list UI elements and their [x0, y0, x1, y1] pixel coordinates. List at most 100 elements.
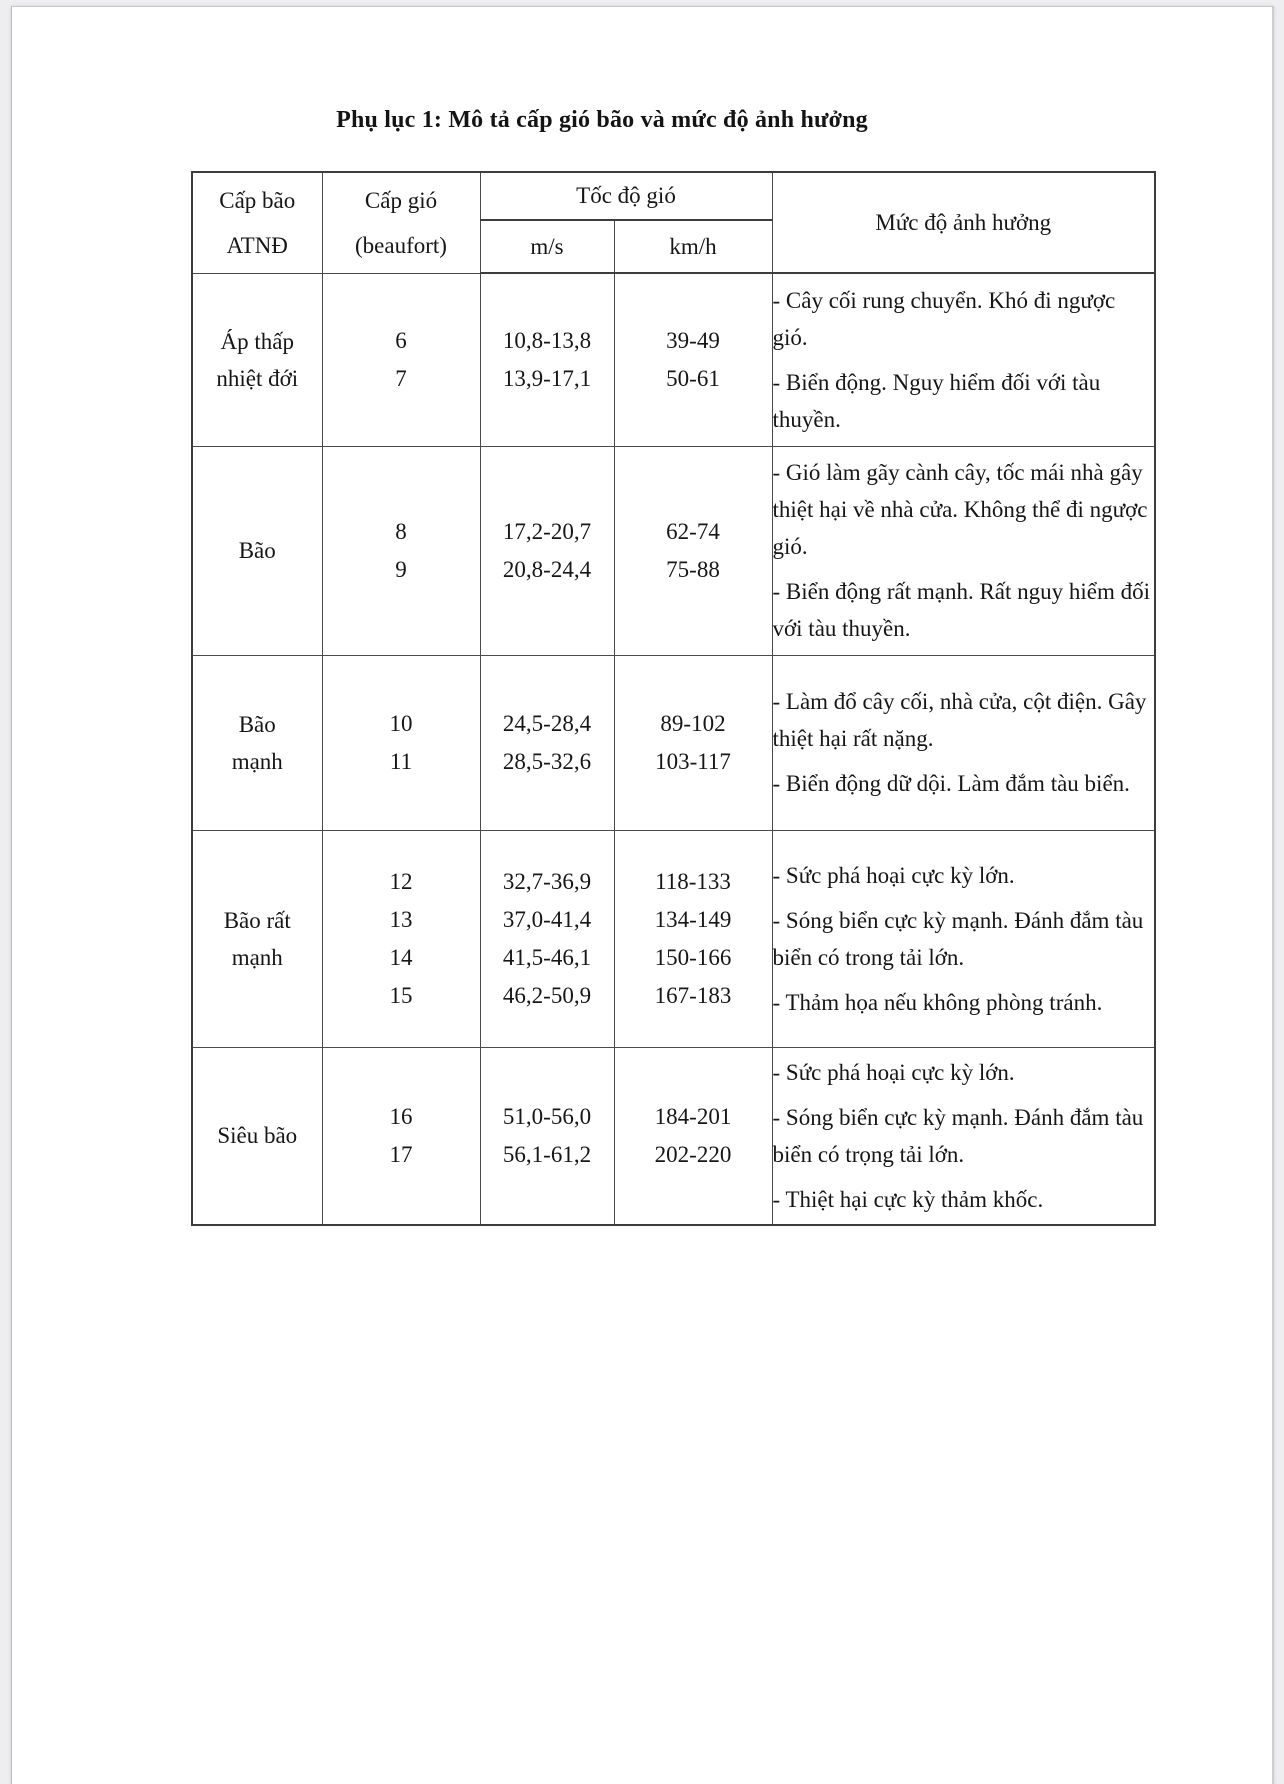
speed-kmh-cell: 39-49 50-61 — [613, 272, 773, 447]
speed-kmh-value: 202-220 — [654, 1141, 732, 1167]
speed-kmh-value: 50-61 — [666, 365, 720, 391]
impact-cell: - Gió làm gãy cành cây, tốc mái nhà gây … — [771, 445, 1156, 656]
impact-bullet: - Thiệt hại cực kỳ thảm khốc. — [772, 1186, 1044, 1212]
table-row: Bão rất mạnh 12 13 14 15 32,7-36,9 37,0-41,4 4… — [191, 829, 1156, 1048]
impact-bullet: - Thảm họa nếu không phòng tránh. — [772, 989, 1103, 1015]
impact-bullet: - Biển động. Nguy hiểm đối với tàu thuyề… — [772, 369, 1101, 432]
storm-category-line: Bão — [238, 711, 276, 737]
impact-bullet: - Biển động dữ dội. Làm đắm tàu biển. — [772, 771, 1130, 796]
header-wind-speed: Tốc độ gió — [479, 171, 773, 221]
impact-bullet: - Gió làm gãy cành cây, tốc mái nhà gây … — [772, 460, 1148, 559]
speed-kmh-value: 39-49 — [666, 327, 720, 353]
speed-ms-value: 17,2-20,7 — [502, 518, 592, 544]
speed-ms-value: 32,7-36,9 — [502, 868, 592, 894]
table-row: Bão mạnh 10 11 24,5-28,4 28,5-32,6 89-102 10… — [191, 654, 1156, 831]
storm-category-line: mạnh — [231, 944, 283, 970]
storm-category-cell: Bão mạnh — [191, 654, 323, 831]
speed-kmh-cell: 118-133 134-149 150-166 167-183 — [613, 829, 773, 1048]
beaufort-level-value: 15 — [389, 982, 413, 1008]
speed-ms-value: 51,0-56,0 — [502, 1103, 592, 1129]
speed-kmh-value: 103-117 — [655, 748, 731, 774]
beaufort-level-value: 9 — [395, 556, 407, 582]
header-storm-level-line2: ATNĐ — [226, 232, 288, 258]
speed-kmh-value: 118-133 — [655, 868, 731, 894]
impact-bullet: - Làm đổ cây cối, nhà cửa, cột điện. Gây… — [772, 689, 1147, 751]
impact-cell: - Cây cối rung chuyển. Khó đi ngược gió.… — [771, 272, 1156, 447]
document-page: Phụ lục 1: Mô tả cấp gió bão và mức độ ả… — [11, 6, 1274, 1784]
speed-kmh-value: 150-166 — [654, 944, 732, 970]
speed-kmh-value: 167-183 — [654, 982, 732, 1008]
impact-cell: - Sức phá hoại cực kỳ lớn. - Sóng biển cự… — [771, 1046, 1156, 1226]
storm-category-line: Bão — [238, 538, 276, 563]
storm-scale-table: Cấp bão ATNĐ Cấp gió (beaufort) Tốc độ g… — [191, 171, 1156, 1226]
impact-bullet: - Cây cối rung chuyển. Khó đi ngược gió. — [772, 287, 1116, 350]
impact-cell: - Làm đổ cây cối, nhà cửa, cột điện. Gây… — [771, 654, 1156, 831]
speed-kmh-value: 75-88 — [666, 556, 720, 582]
header-wind-level-line1: Cấp gió — [364, 187, 438, 213]
impact-bullet: - Sóng biển cực kỳ mạnh. Đánh đắm tàu bi… — [772, 1104, 1144, 1167]
speed-ms-value: 20,8-24,4 — [502, 556, 592, 582]
impact-bullet: - Biển động rất mạnh. Rất nguy hiểm đối … — [772, 579, 1151, 641]
beaufort-level-value: 7 — [395, 365, 407, 391]
impact-bullet: - Sức phá hoại cực kỳ lớn. — [772, 1059, 1015, 1085]
speed-ms-cell: 10,8-13,8 13,9-17,1 — [479, 272, 615, 447]
speed-kmh-value: 89-102 — [660, 710, 726, 736]
speed-ms-value: 41,5-46,1 — [502, 944, 592, 970]
speed-ms-value: 13,9-17,1 — [502, 365, 592, 391]
speed-kmh-cell: 89-102 103-117 — [613, 654, 773, 831]
storm-category-cell: Áp thấp nhiệt đới — [191, 272, 323, 447]
beaufort-level-cell: 16 17 — [321, 1046, 481, 1226]
beaufort-level-cell: 10 11 — [321, 654, 481, 831]
speed-ms-value: 56,1-61,2 — [502, 1141, 592, 1167]
impact-cell: - Sức phá hoại cực kỳ lớn. - Sóng biển cự… — [771, 829, 1156, 1048]
impact-bullet: - Sóng biển cực kỳ mạnh. Đánh đắm tàu bi… — [772, 907, 1144, 970]
beaufort-level-value: 16 — [389, 1103, 413, 1129]
impact-bullet: - Sức phá hoại cực kỳ lớn. — [772, 862, 1015, 888]
speed-kmh-value: 62-74 — [666, 518, 720, 544]
storm-category-cell: Bão rất mạnh — [191, 829, 323, 1048]
beaufort-level-value: 11 — [389, 748, 413, 774]
table-row: Siêu bão 16 17 51,0-56,0 56,1-61,2 184-201… — [191, 1046, 1156, 1226]
speed-ms-value: 28,5-32,6 — [502, 748, 592, 774]
header-storm-level: Cấp bão ATNĐ — [191, 171, 323, 274]
header-unit-kmh: km/h — [613, 219, 773, 274]
storm-category-line: Bão rất — [223, 907, 291, 933]
beaufort-level-value: 14 — [389, 944, 413, 970]
speed-kmh-value: 134-149 — [654, 906, 732, 932]
speed-ms-value: 24,5-28,4 — [502, 710, 592, 736]
speed-kmh-cell: 62-74 75-88 — [613, 445, 773, 656]
speed-ms-cell: 17,2-20,7 20,8-24,4 — [479, 445, 615, 656]
speed-ms-value: 46,2-50,9 — [502, 982, 592, 1008]
speed-ms-value: 37,0-41,4 — [502, 906, 592, 932]
beaufort-level-value: 13 — [389, 906, 413, 932]
storm-category-line: mạnh — [231, 748, 283, 774]
storm-category-line: Áp thấp — [220, 328, 294, 354]
beaufort-level-value: 10 — [389, 710, 413, 736]
beaufort-level-cell: 12 13 14 15 — [321, 829, 481, 1048]
header-wind-level-line2: (beaufort) — [355, 232, 447, 258]
beaufort-level-value: 17 — [389, 1141, 413, 1167]
beaufort-level-value: 12 — [389, 868, 413, 894]
header-storm-level-line1: Cấp bão — [219, 187, 296, 213]
beaufort-level-value: 8 — [395, 518, 407, 544]
storm-category-cell: Siêu bão — [191, 1046, 323, 1226]
speed-ms-value: 10,8-13,8 — [502, 327, 592, 353]
header-wind-level: Cấp gió (beaufort) — [321, 171, 481, 274]
speed-ms-cell: 51,0-56,0 56,1-61,2 — [479, 1046, 615, 1226]
storm-category-line: nhiệt đới — [216, 365, 299, 391]
header-unit-ms: m/s — [479, 219, 615, 274]
speed-kmh-value: 184-201 — [654, 1103, 732, 1129]
storm-category-line: Siêu bão — [217, 1123, 298, 1149]
speed-ms-cell: 24,5-28,4 28,5-32,6 — [479, 654, 615, 831]
speed-ms-cell: 32,7-36,9 37,0-41,4 41,5-46,1 46,2-50,9 — [479, 829, 615, 1048]
table-header: Cấp bão ATNĐ Cấp gió (beaufort) Tốc độ g… — [191, 171, 1156, 274]
document-title: Phụ lục 1: Mô tả cấp gió bão và mức độ ả… — [336, 107, 868, 133]
beaufort-level-value: 6 — [395, 327, 407, 353]
storm-category-cell: Bão — [191, 445, 323, 656]
